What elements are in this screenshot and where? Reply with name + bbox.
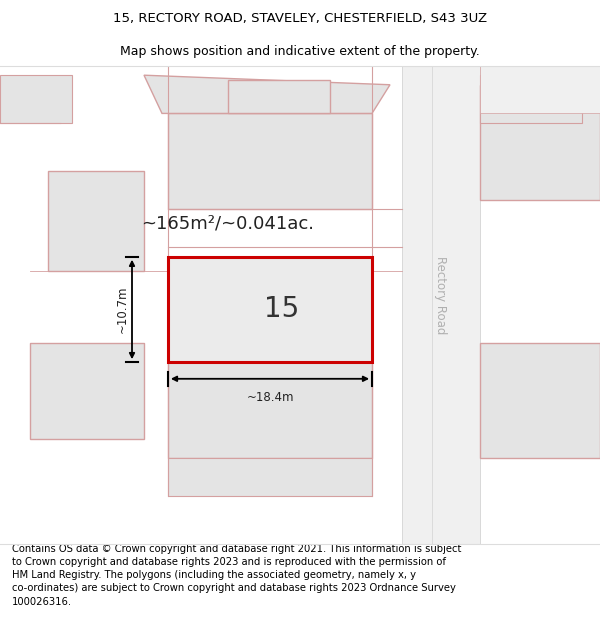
Polygon shape bbox=[480, 85, 600, 199]
Text: 15: 15 bbox=[265, 296, 299, 324]
Polygon shape bbox=[168, 458, 372, 496]
Polygon shape bbox=[144, 75, 390, 114]
Polygon shape bbox=[30, 343, 144, 439]
Polygon shape bbox=[168, 114, 372, 209]
Polygon shape bbox=[198, 271, 348, 348]
Polygon shape bbox=[168, 257, 372, 362]
Polygon shape bbox=[480, 343, 600, 457]
Polygon shape bbox=[228, 80, 330, 114]
Polygon shape bbox=[0, 75, 72, 123]
Text: Rectory Road: Rectory Road bbox=[434, 256, 448, 334]
Polygon shape bbox=[168, 362, 372, 458]
Text: ~10.7m: ~10.7m bbox=[116, 286, 129, 333]
Text: 15, RECTORY ROAD, STAVELEY, CHESTERFIELD, S43 3UZ: 15, RECTORY ROAD, STAVELEY, CHESTERFIELD… bbox=[113, 12, 487, 25]
Polygon shape bbox=[48, 171, 144, 271]
Text: ~165m²/~0.041ac.: ~165m²/~0.041ac. bbox=[142, 215, 314, 233]
Polygon shape bbox=[480, 66, 600, 114]
Polygon shape bbox=[480, 75, 582, 123]
Polygon shape bbox=[402, 66, 480, 544]
Text: Map shows position and indicative extent of the property.: Map shows position and indicative extent… bbox=[120, 45, 480, 58]
Text: ~18.4m: ~18.4m bbox=[246, 391, 294, 404]
Text: Contains OS data © Crown copyright and database right 2021. This information is : Contains OS data © Crown copyright and d… bbox=[12, 544, 461, 606]
